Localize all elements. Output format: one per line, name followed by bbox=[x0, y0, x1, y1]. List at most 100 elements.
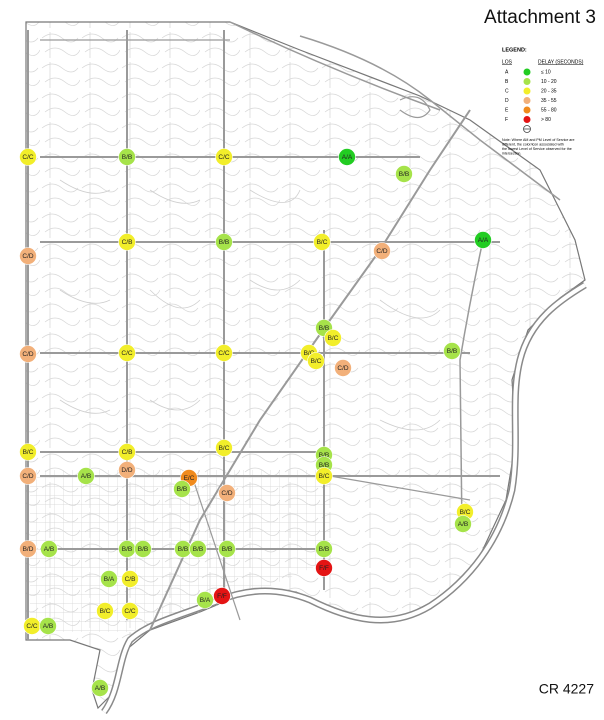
intersection-los-label: B/B bbox=[193, 546, 203, 553]
legend-delay: 35 - 55 bbox=[541, 98, 557, 104]
intersection-los-label: D/D bbox=[121, 467, 133, 474]
intersection-marker bbox=[443, 342, 461, 360]
intersection-los-label: B/B bbox=[178, 546, 188, 553]
legend-swatch bbox=[523, 68, 531, 76]
intersection-los-label: B/D bbox=[23, 546, 34, 553]
intersection-los-label: F/F bbox=[319, 565, 329, 572]
intersection-los-label: C/C bbox=[124, 608, 136, 615]
intersection-marker bbox=[334, 359, 352, 377]
intersection-los-label: C/D bbox=[221, 490, 233, 497]
intersection-los-label: A/A bbox=[342, 154, 353, 161]
intersection-los-label: B/C bbox=[304, 350, 315, 357]
legend-los: B bbox=[505, 79, 509, 85]
intersection-marker bbox=[134, 540, 152, 558]
intersection-marker bbox=[19, 345, 37, 363]
intersection-los-label: B/C bbox=[328, 335, 339, 342]
intersection-marker bbox=[215, 439, 233, 457]
intersection-marker bbox=[307, 352, 325, 370]
intersection-marker bbox=[474, 231, 492, 249]
intersection-marker bbox=[218, 484, 236, 502]
intersection-los-label: A/B bbox=[43, 623, 53, 630]
intersection-marker bbox=[215, 148, 233, 166]
intersection-los-label: B/C bbox=[460, 509, 471, 516]
legend-delay: 55 - 80 bbox=[541, 107, 557, 113]
intersection-los-label: C/C bbox=[121, 350, 133, 357]
footer-code: CR 4227 bbox=[539, 681, 594, 697]
legend-swatch bbox=[523, 116, 531, 123]
intersection-marker bbox=[313, 233, 331, 251]
intersection-los-label: B/C bbox=[317, 239, 328, 246]
intersection-los-label: C/C bbox=[218, 154, 230, 161]
legend-note: Note: Where AM and PM Level of Service a… bbox=[502, 138, 575, 156]
intersection-marker bbox=[373, 242, 391, 260]
legend-delay: 20 - 35 bbox=[541, 88, 557, 94]
intersection-marker bbox=[19, 247, 37, 265]
intersection-los-label: B/B bbox=[177, 486, 187, 493]
legend-title: LEGEND: bbox=[502, 47, 527, 53]
intersection-marker bbox=[77, 467, 95, 485]
legend-swatch bbox=[523, 97, 531, 104]
intersection-los-label: C/B bbox=[125, 576, 136, 583]
intersection-los-label: B/C bbox=[23, 449, 34, 456]
intersection-marker bbox=[173, 480, 191, 498]
intersection-marker bbox=[96, 602, 114, 620]
intersection-los-label: C/C bbox=[218, 350, 230, 357]
intersection-los-label: B/B bbox=[319, 462, 329, 469]
intersection-marker bbox=[39, 617, 57, 635]
legend-los: A bbox=[505, 69, 509, 75]
intersection-los-label: E/C bbox=[184, 475, 195, 482]
legend-los: F bbox=[505, 117, 508, 123]
intersection-marker bbox=[189, 540, 207, 558]
intersection-marker bbox=[215, 233, 233, 251]
legend-los: E bbox=[505, 107, 509, 113]
legend-delay: ≤ 10 bbox=[541, 69, 551, 75]
intersection-los-label: C/D bbox=[376, 248, 388, 255]
intersection-marker bbox=[218, 540, 236, 558]
intersection-los-label: C/D bbox=[22, 253, 34, 260]
intersection-los-label: A/B bbox=[95, 685, 105, 692]
intersection-marker bbox=[121, 570, 139, 588]
intersection-los-label: B/B bbox=[122, 546, 132, 553]
intersection-los-label: B/B bbox=[219, 239, 229, 246]
legend-swatch bbox=[523, 78, 531, 85]
intersection-los-label: C/C bbox=[26, 623, 38, 630]
intersection-los-label: B/A bbox=[200, 597, 211, 604]
intersection-marker bbox=[338, 148, 356, 166]
intersection-marker bbox=[100, 570, 118, 588]
intersection-los-label: F/F bbox=[217, 593, 227, 600]
intersection-los-label: B/B bbox=[319, 325, 329, 332]
intersection-los-label: B/B bbox=[447, 348, 457, 355]
intersection-los-label: B/C bbox=[311, 358, 322, 365]
intersection-los-label: B/B bbox=[138, 546, 148, 553]
intersection-marker bbox=[121, 602, 139, 620]
intersection-marker bbox=[315, 540, 333, 558]
intersection-los-label: B/B bbox=[319, 546, 329, 553]
intersection-los-label: C/B bbox=[122, 449, 133, 456]
intersection-marker bbox=[91, 679, 109, 697]
intersection-los-label: B/C bbox=[219, 445, 230, 452]
intersection-marker bbox=[118, 148, 136, 166]
intersection-los-label: A/B bbox=[458, 521, 468, 528]
intersection-marker bbox=[19, 443, 37, 461]
intersection-marker bbox=[118, 443, 136, 461]
intersection-los-label: C/B bbox=[122, 239, 133, 246]
intersection-marker bbox=[315, 467, 333, 485]
title: Attachment 3 bbox=[484, 7, 596, 28]
legend-delay: 10 - 20 bbox=[541, 79, 557, 85]
intersection-los-label: B/A bbox=[104, 576, 115, 583]
intersection-los-label: B/B bbox=[122, 154, 132, 161]
roads bbox=[27, 21, 561, 640]
intersection-los-label: B/B bbox=[319, 452, 329, 459]
intersection-marker bbox=[19, 467, 37, 485]
intersection-los-label: C/D bbox=[337, 365, 349, 372]
legend-swatch bbox=[523, 87, 531, 95]
intersections: C/C B/B C/C A/AB/BC/BC/DB/B B/CC/DA/AB/BB/CB… bbox=[19, 148, 492, 697]
intersection-marker bbox=[118, 233, 136, 251]
legend-delay-heading: DELAY (SECONDS) bbox=[538, 59, 584, 65]
legend: LEGEND: LOS DELAY (SECONDS) A ≤ 10 B 10 - 2… bbox=[502, 47, 584, 155]
legend-los: D bbox=[505, 98, 509, 104]
intersection-marker bbox=[118, 344, 136, 362]
intersection-marker bbox=[324, 329, 342, 347]
intersection-marker bbox=[215, 344, 233, 362]
